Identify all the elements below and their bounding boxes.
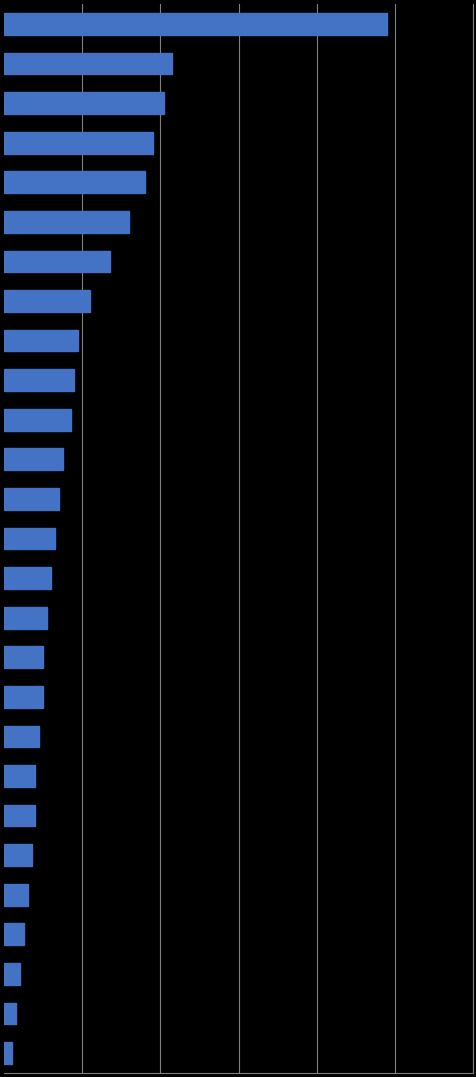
Bar	[4, 844, 31, 866]
Bar	[4, 53, 172, 74]
Bar	[4, 923, 24, 946]
Bar	[4, 805, 35, 826]
Bar	[4, 765, 35, 787]
Bar	[4, 646, 43, 668]
Bar	[4, 963, 20, 984]
Bar	[4, 686, 43, 708]
Bar	[4, 568, 51, 589]
Bar	[4, 13, 386, 34]
Bar	[4, 369, 74, 391]
Bar	[4, 171, 144, 193]
Bar	[4, 1043, 12, 1064]
Bar	[4, 131, 152, 154]
Bar	[4, 528, 55, 549]
Bar	[4, 409, 70, 431]
Bar	[4, 726, 39, 747]
Bar	[4, 1003, 16, 1024]
Bar	[4, 251, 109, 272]
Bar	[4, 93, 164, 114]
Bar	[4, 330, 78, 351]
Bar	[4, 884, 28, 906]
Bar	[4, 211, 129, 233]
Bar	[4, 448, 63, 471]
Bar	[4, 290, 90, 312]
Bar	[4, 488, 59, 509]
Bar	[4, 606, 47, 629]
